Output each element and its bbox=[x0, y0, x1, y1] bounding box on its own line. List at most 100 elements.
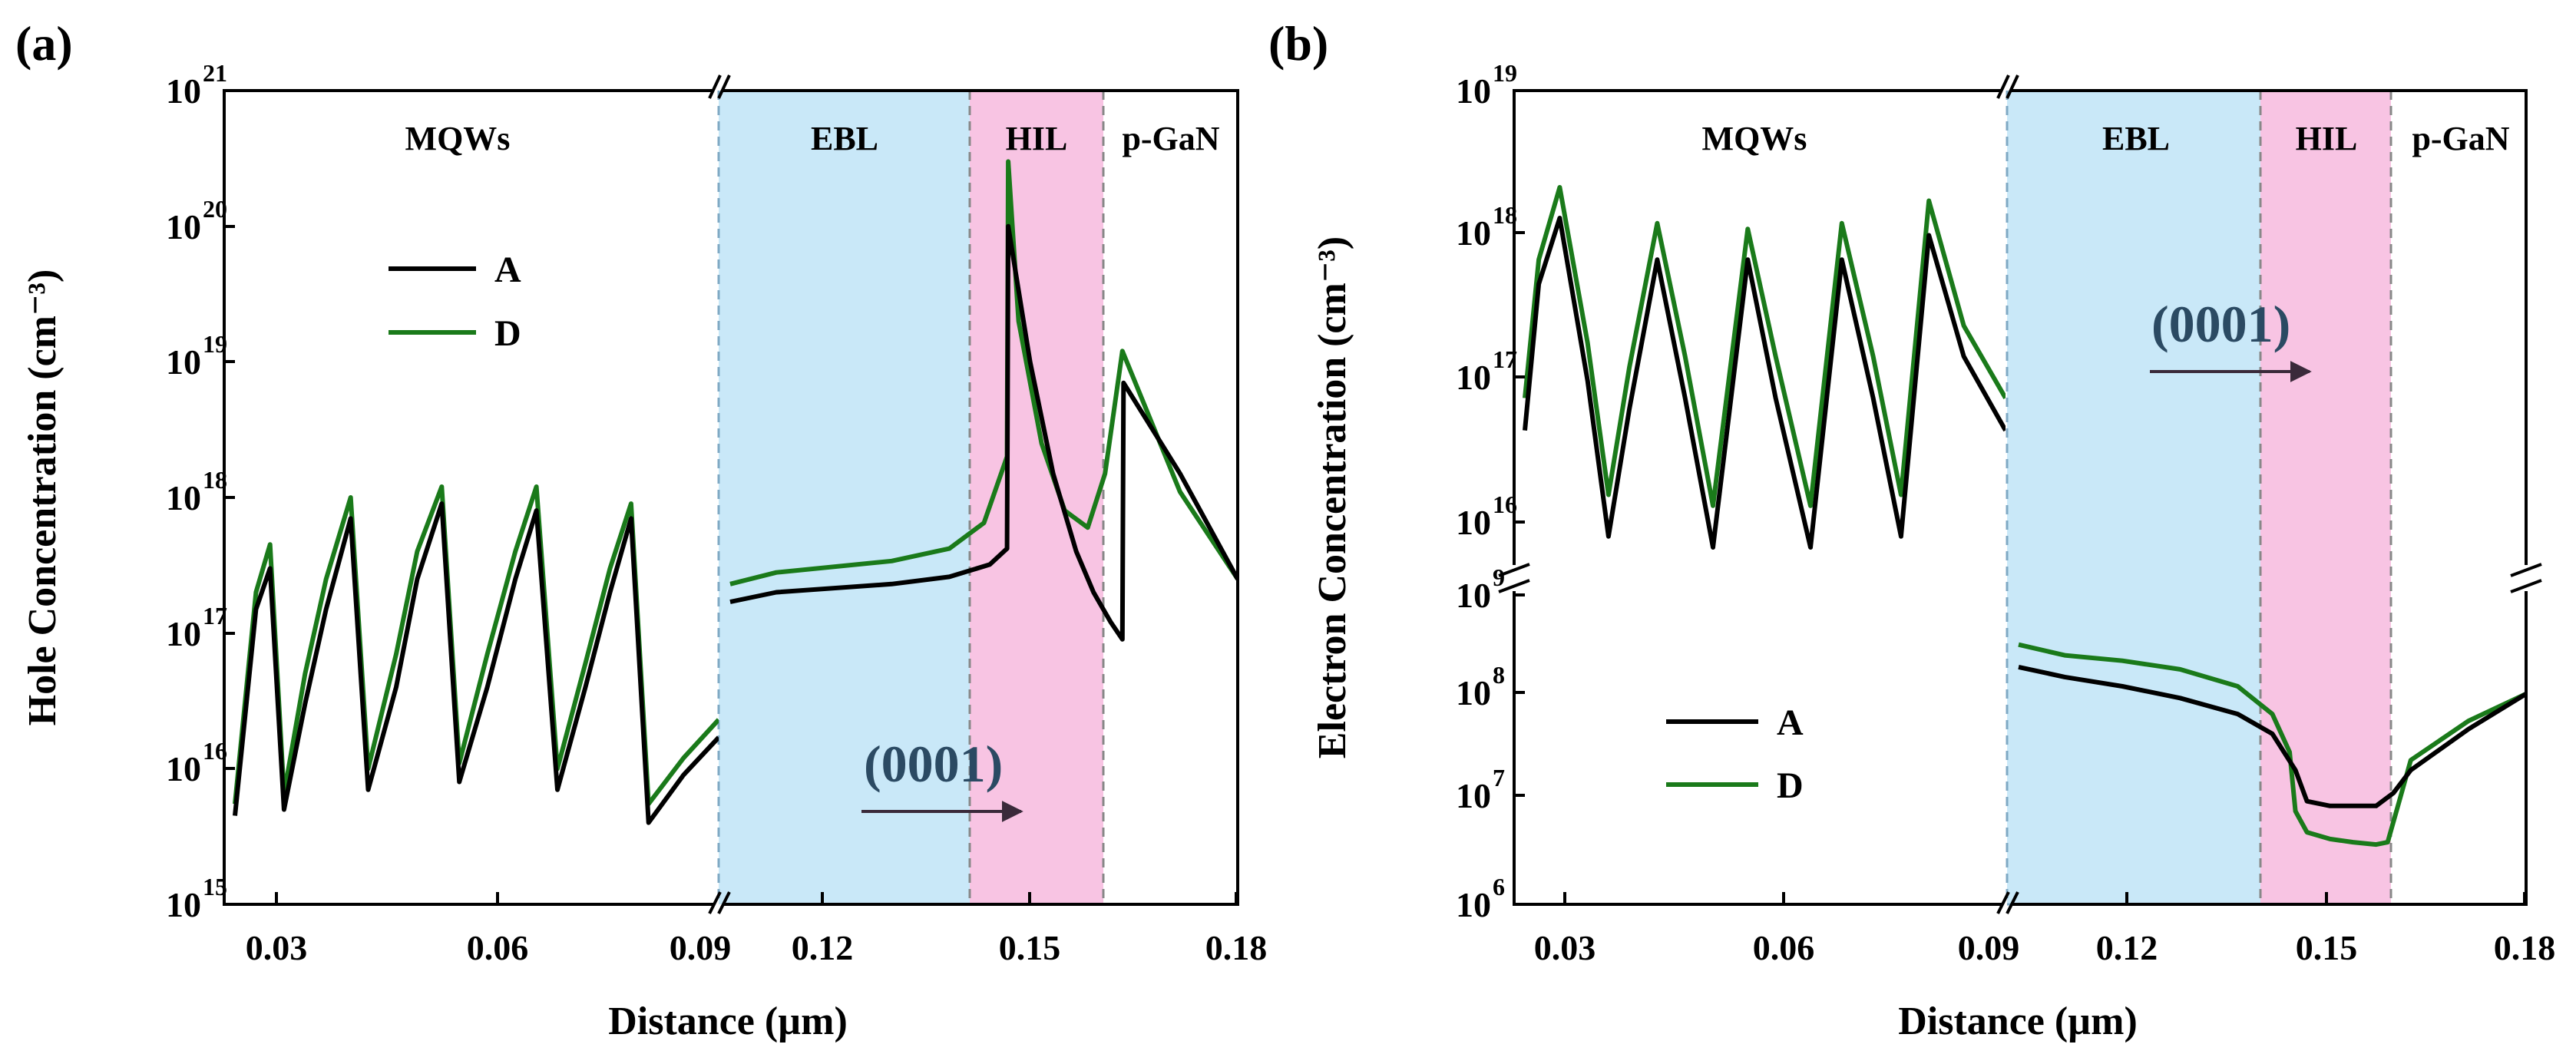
svg-text:10: 10 bbox=[166, 207, 201, 246]
svg-text:21: 21 bbox=[203, 59, 227, 87]
series-a-A-mqws bbox=[233, 501, 719, 825]
direction-label-b: (0001) bbox=[2151, 295, 2290, 353]
svg-text:17: 17 bbox=[1493, 345, 1517, 373]
direction-label-a: (0001) bbox=[864, 735, 1003, 793]
svg-text:19: 19 bbox=[1493, 59, 1517, 87]
svg-text:0.09: 0.09 bbox=[670, 928, 732, 967]
svg-text:18: 18 bbox=[1493, 201, 1517, 229]
series-b-A-mqws bbox=[1523, 216, 2006, 550]
series-b-A-ebl-pgan bbox=[2018, 664, 2526, 808]
x-tick-a-0.12: 0.12 bbox=[792, 892, 854, 967]
axis-break-a-top bbox=[708, 74, 731, 99]
x-tick-b-0.15: 0.15 bbox=[2296, 892, 2358, 967]
y-tick-b-1e16: 10 16 bbox=[1456, 491, 1525, 542]
y-tick-a-1e19: 10 19 bbox=[166, 330, 235, 382]
svg-text:10: 10 bbox=[166, 885, 201, 924]
svg-text:0.15: 0.15 bbox=[2296, 928, 2358, 967]
ebl-region-b-top bbox=[2007, 91, 2260, 583]
y-tick-b-1e19: 10 19 bbox=[1456, 59, 1525, 111]
series-b-D-mqws bbox=[1523, 185, 2006, 508]
x-axis-b: 0.03 0.06 0.09 0.12 0.15 0.18 bbox=[1534, 892, 2556, 967]
svg-text:10: 10 bbox=[166, 478, 201, 517]
region-label-mqws-b: MQWs bbox=[1702, 120, 1807, 157]
y-tick-b-1e9: 10 9 bbox=[1456, 563, 1525, 615]
svg-text:17: 17 bbox=[203, 602, 227, 629]
axis-frame-a-left bbox=[223, 89, 714, 906]
ebl-region bbox=[719, 91, 970, 904]
svg-text:9: 9 bbox=[1493, 563, 1505, 591]
x-tick-a-0.15: 0.15 bbox=[999, 892, 1061, 967]
legend-a-label-A: A bbox=[494, 249, 521, 290]
y-tick-a-1e18: 10 18 bbox=[166, 466, 235, 517]
svg-text:0.12: 0.12 bbox=[792, 928, 854, 967]
svg-text:0.18: 0.18 bbox=[1205, 928, 1268, 967]
y-tick-b-1e18: 10 18 bbox=[1456, 201, 1525, 253]
x-tick-b-0.06: 0.06 bbox=[1753, 892, 1814, 967]
series-a-D-ebl-pgan bbox=[729, 159, 1238, 587]
region-label-mqws: MQWs bbox=[405, 120, 511, 157]
svg-text:0.18: 0.18 bbox=[2494, 928, 2556, 967]
y-axis-a: 10 15 10 16 10 17 10 18 10 19 10 20 10 21 bbox=[166, 59, 235, 924]
region-label-hil-b: HIL bbox=[2296, 120, 2358, 157]
svg-text:10: 10 bbox=[1456, 673, 1491, 712]
svg-text:19: 19 bbox=[203, 330, 227, 358]
y-axis-break-left bbox=[1498, 563, 1530, 593]
svg-text:20: 20 bbox=[203, 195, 227, 223]
y-axis-break-right bbox=[2510, 563, 2542, 593]
svg-text:10: 10 bbox=[1456, 213, 1491, 253]
x-tick-a-0.18: 0.18 bbox=[1205, 892, 1268, 967]
legend-a-label-D: D bbox=[494, 313, 521, 354]
panel-b-label: (b) bbox=[1268, 16, 1328, 71]
series-a-A-ebl-pgan bbox=[729, 223, 1238, 642]
y-axis-b-lower: 10 6 10 7 10 8 10 9 bbox=[1456, 563, 1525, 924]
svg-text:16: 16 bbox=[1493, 491, 1517, 518]
svg-text:0.03: 0.03 bbox=[246, 928, 308, 967]
panel-b: (b) MQWs EBL HIL p-GaN (0001) bbox=[1268, 16, 2555, 1043]
svg-text:0.12: 0.12 bbox=[2096, 928, 2158, 967]
x-axis-label-a: Distance (µm) bbox=[608, 1000, 848, 1043]
svg-text:16: 16 bbox=[203, 737, 227, 765]
x-tick-b-0.03: 0.03 bbox=[1534, 892, 1596, 967]
svg-text:0.09: 0.09 bbox=[1958, 928, 2020, 967]
legend-b: A D bbox=[1666, 702, 1804, 806]
svg-text:10: 10 bbox=[1456, 576, 1491, 615]
axis-break-b-bottom bbox=[1996, 891, 2019, 914]
y-tick-b-1e8: 10 8 bbox=[1456, 661, 1525, 712]
x-tick-a-0.03: 0.03 bbox=[246, 892, 308, 967]
y-tick-b-1e7: 10 7 bbox=[1456, 764, 1525, 815]
svg-text:10: 10 bbox=[166, 71, 201, 111]
y-tick-a-1e21: 10 21 bbox=[166, 59, 235, 111]
svg-text:7: 7 bbox=[1493, 764, 1505, 791]
y-axis-label-b: Electron Concentration (cm⁻³) bbox=[1311, 236, 1354, 758]
x-tick-b-0.09: 0.09 bbox=[1958, 928, 2020, 967]
y-tick-a-1e16: 10 16 bbox=[166, 737, 235, 788]
svg-text:10: 10 bbox=[1456, 503, 1491, 542]
panel-b-curves bbox=[1523, 185, 2526, 848]
axis-frame-a-right bbox=[723, 89, 1239, 906]
panel-a-curves bbox=[233, 159, 1238, 825]
svg-text:10: 10 bbox=[166, 749, 201, 788]
axis-break-b-top bbox=[1996, 74, 2019, 99]
panel-a: (a) MQWs EBL HIL p-GaN (0001) 10 15 bbox=[15, 16, 1267, 1043]
panel-a-label: (a) bbox=[15, 16, 73, 71]
y-tick-a-1e15: 10 15 bbox=[166, 873, 235, 924]
y-tick-a-1e17: 10 17 bbox=[166, 602, 235, 653]
svg-text:0.03: 0.03 bbox=[1534, 928, 1596, 967]
region-label-ebl-b: EBL bbox=[2102, 120, 2170, 157]
series-b-D-ebl-pgan bbox=[2018, 642, 2526, 848]
x-axis-label-b: Distance (µm) bbox=[1898, 1000, 2138, 1043]
svg-text:10: 10 bbox=[1456, 885, 1491, 924]
axis-break-a-bottom bbox=[708, 891, 731, 914]
y-axis-label-a: Hole Concentration (cm⁻³) bbox=[21, 269, 64, 726]
x-axis-a: 0.03 0.06 0.09 0.12 0.15 0.18 bbox=[246, 892, 1268, 967]
svg-text:15: 15 bbox=[203, 873, 227, 900]
x-tick-a-0.06: 0.06 bbox=[467, 892, 528, 967]
svg-text:0.15: 0.15 bbox=[999, 928, 1061, 967]
y-tick-a-1e20: 10 20 bbox=[166, 195, 235, 246]
y-axis-b-upper: 10 16 10 17 10 18 10 19 bbox=[1456, 59, 1525, 542]
svg-text:8: 8 bbox=[1493, 661, 1505, 689]
svg-text:10: 10 bbox=[166, 342, 201, 382]
region-label-hil: HIL bbox=[1006, 120, 1068, 157]
y-tick-b-1e17: 10 17 bbox=[1456, 345, 1525, 397]
